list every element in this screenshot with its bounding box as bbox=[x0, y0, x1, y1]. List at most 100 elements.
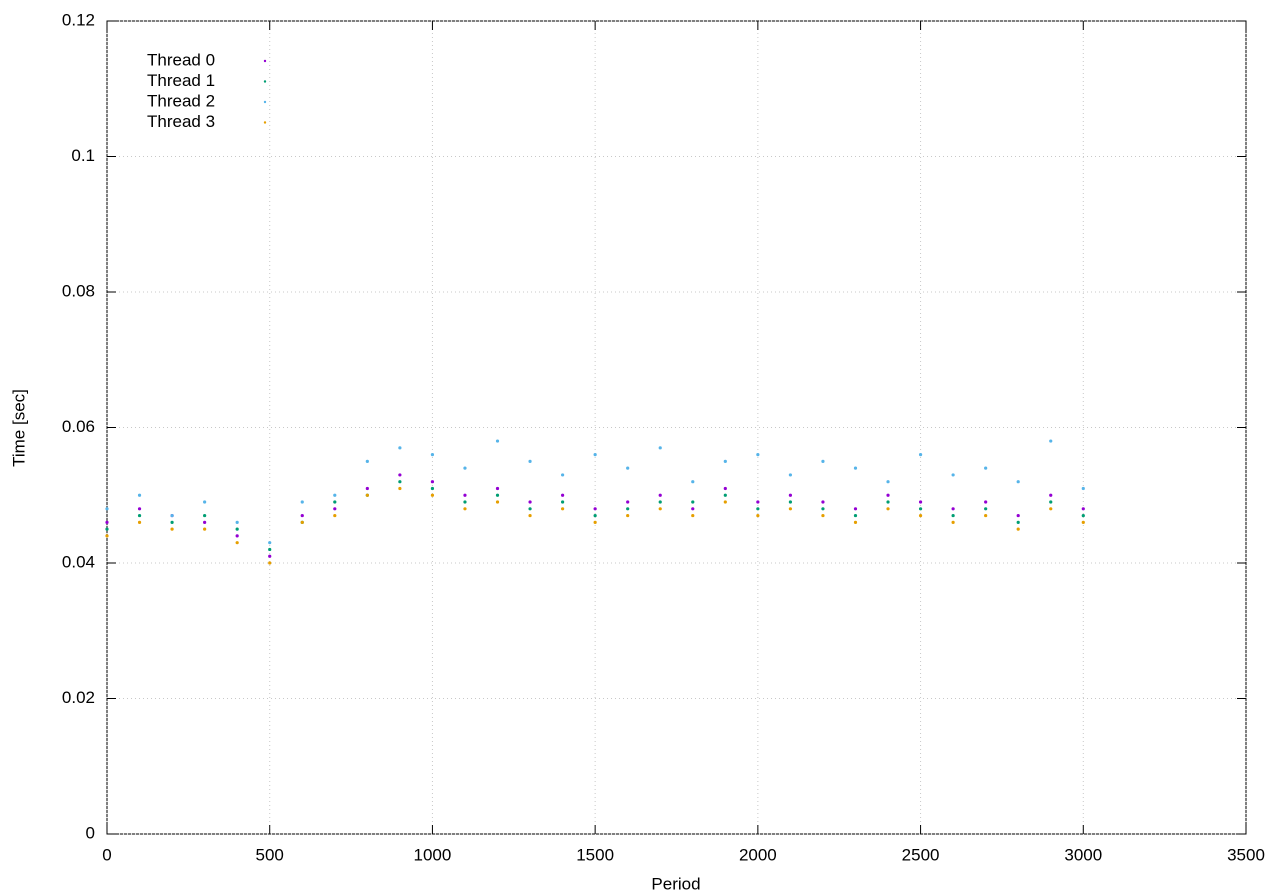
point bbox=[365, 493, 369, 497]
point bbox=[723, 486, 727, 491]
x-tick-label: 3500 bbox=[1227, 845, 1265, 864]
point bbox=[495, 500, 500, 504]
point bbox=[1049, 500, 1053, 504]
point bbox=[918, 500, 923, 504]
point bbox=[984, 513, 988, 518]
point bbox=[691, 500, 695, 504]
point bbox=[561, 500, 565, 504]
point bbox=[658, 507, 662, 511]
point bbox=[984, 500, 988, 504]
point bbox=[984, 466, 988, 470]
point bbox=[723, 493, 727, 497]
point bbox=[723, 500, 727, 504]
point bbox=[430, 453, 435, 457]
point bbox=[886, 493, 890, 497]
point bbox=[463, 466, 467, 470]
point bbox=[788, 507, 793, 511]
x-tick-label: 2000 bbox=[739, 845, 777, 864]
point bbox=[268, 547, 272, 552]
point bbox=[723, 459, 727, 463]
point bbox=[365, 459, 369, 463]
point bbox=[235, 541, 239, 545]
point bbox=[1049, 439, 1053, 443]
point bbox=[495, 493, 500, 497]
legend-swatch bbox=[263, 59, 267, 63]
point bbox=[398, 486, 402, 491]
point bbox=[398, 473, 402, 477]
x-tick-label: 2500 bbox=[902, 845, 940, 864]
point bbox=[105, 534, 109, 538]
point bbox=[658, 500, 662, 504]
point bbox=[235, 527, 239, 531]
point bbox=[658, 493, 662, 497]
point bbox=[105, 527, 109, 531]
point bbox=[561, 473, 565, 477]
x-tick-label: 1000 bbox=[414, 845, 452, 864]
point bbox=[1016, 520, 1020, 524]
point bbox=[918, 507, 923, 511]
point bbox=[1016, 513, 1020, 518]
point bbox=[170, 527, 174, 531]
legend-label: Thread 2 bbox=[147, 91, 215, 110]
point bbox=[626, 507, 630, 511]
point bbox=[137, 507, 142, 511]
point bbox=[430, 493, 435, 497]
point bbox=[853, 466, 858, 470]
y-tick-label: 0.04 bbox=[62, 552, 95, 571]
point bbox=[528, 500, 532, 504]
x-tick-label: 3000 bbox=[1064, 845, 1102, 864]
point bbox=[984, 507, 988, 511]
point bbox=[821, 500, 825, 504]
point bbox=[658, 446, 662, 450]
point bbox=[463, 493, 467, 497]
legend-label: Thread 0 bbox=[147, 50, 215, 69]
point bbox=[137, 520, 142, 524]
point bbox=[1049, 493, 1053, 497]
point bbox=[593, 513, 597, 518]
point bbox=[951, 513, 955, 518]
point bbox=[430, 486, 435, 491]
point bbox=[1081, 513, 1085, 518]
point bbox=[528, 507, 532, 511]
point bbox=[300, 513, 304, 518]
point bbox=[495, 486, 500, 491]
point bbox=[821, 459, 825, 463]
point bbox=[365, 486, 369, 491]
point bbox=[886, 480, 890, 484]
legend-swatch bbox=[263, 100, 267, 104]
y-axis-label: Time [sec] bbox=[9, 389, 28, 467]
point bbox=[788, 500, 793, 504]
point bbox=[788, 493, 793, 497]
point bbox=[300, 500, 304, 504]
legend-label: Thread 1 bbox=[147, 71, 215, 90]
point bbox=[333, 500, 337, 504]
point bbox=[203, 513, 207, 518]
point bbox=[886, 507, 890, 511]
point bbox=[918, 453, 923, 457]
point bbox=[268, 561, 272, 565]
x-tick-label: 1500 bbox=[576, 845, 614, 864]
point bbox=[756, 507, 760, 511]
point bbox=[300, 520, 304, 524]
y-tick-label: 0.1 bbox=[71, 146, 95, 165]
point bbox=[495, 439, 500, 443]
point bbox=[951, 520, 955, 524]
point bbox=[756, 500, 760, 504]
point bbox=[137, 493, 142, 497]
point bbox=[886, 500, 890, 504]
point bbox=[821, 507, 825, 511]
point bbox=[691, 507, 695, 511]
point bbox=[853, 520, 858, 524]
point bbox=[626, 513, 630, 518]
point bbox=[691, 480, 695, 484]
point bbox=[430, 480, 435, 484]
point bbox=[463, 500, 467, 504]
point bbox=[105, 507, 109, 511]
point bbox=[593, 520, 597, 524]
point bbox=[203, 527, 207, 531]
legend-label: Thread 3 bbox=[147, 112, 215, 131]
point bbox=[788, 473, 793, 477]
point bbox=[1049, 507, 1053, 511]
